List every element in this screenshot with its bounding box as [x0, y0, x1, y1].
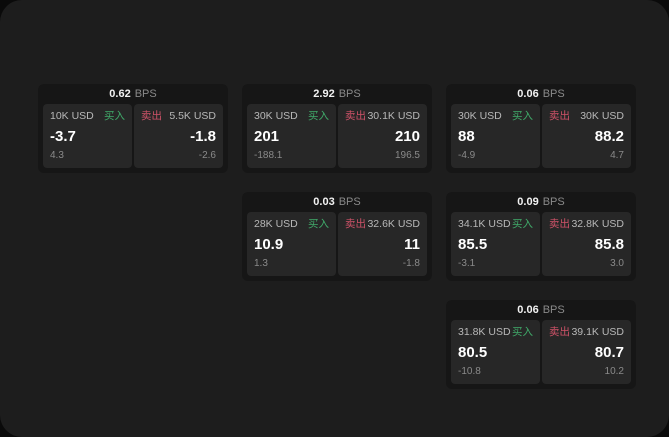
sell-quote-panel[interactable]: 卖出 32.6K USD 11 -1.8 [338, 212, 427, 276]
spread-unit: BPS [134, 88, 157, 100]
buy-price: 80.5 [458, 343, 488, 361]
sell-price: -1.8 [190, 127, 216, 145]
sell-price: 210 [394, 127, 420, 145]
buy-notional: 34.1K USD [458, 218, 511, 230]
buy-delta: -10.8 [458, 366, 481, 377]
buy-quote-panel[interactable]: 10K USD 买入 -3.7 4.3 [43, 104, 132, 168]
buy-quote-panel[interactable]: 30K USD 买入 88 -4.9 [451, 104, 540, 168]
buy-side-label: 买入 [512, 110, 533, 122]
sell-notional: 5.5K USD [169, 110, 216, 122]
sell-notional: 32.6K USD [367, 218, 420, 230]
sell-side-label: 卖出 [345, 218, 366, 230]
spread-header: 0.62 BPS [43, 84, 223, 104]
quote-card-5: 0.09 BPS 34.1K USD 买入 85.5 -3.1 卖出 32.8K… [446, 192, 636, 281]
buy-notional: 30K USD [254, 110, 298, 122]
sell-price: 88.2 [594, 127, 624, 145]
sell-notional: 39.1K USD [571, 326, 624, 338]
sell-delta: 4.7 [610, 150, 624, 161]
buy-notional: 31.8K USD [458, 326, 511, 338]
buy-delta: -3.1 [458, 258, 476, 269]
sell-delta: 3.0 [610, 258, 624, 269]
spread-header: 0.06 BPS [451, 300, 631, 320]
sell-notional: 32.8K USD [571, 218, 624, 230]
spread-header: 0.09 BPS [451, 192, 631, 212]
buy-quote-panel[interactable]: 30K USD 买入 201 -188.1 [247, 104, 336, 168]
buy-side-label: 买入 [104, 110, 125, 122]
spread-header: 2.92 BPS [247, 84, 427, 104]
buy-price: 85.5 [458, 235, 488, 253]
buy-side-label: 买入 [512, 218, 533, 230]
buy-quote-panel[interactable]: 28K USD 买入 10.9 1.3 [247, 212, 336, 276]
quote-card-3: 0.06 BPS 30K USD 买入 88 -4.9 卖出 30K USD [446, 84, 636, 173]
sell-quote-panel[interactable]: 卖出 5.5K USD -1.8 -2.6 [134, 104, 223, 168]
buy-side-label: 买入 [308, 218, 329, 230]
spread-value: 0.06 [517, 304, 539, 316]
spread-unit: BPS [338, 88, 361, 100]
spread-header: 0.06 BPS [451, 84, 631, 104]
buy-notional: 10K USD [50, 110, 94, 122]
sell-quote-panel[interactable]: 卖出 39.1K USD 80.7 10.2 [542, 320, 631, 384]
sell-price: 85.8 [594, 235, 624, 253]
sell-notional: 30.1K USD [367, 110, 420, 122]
sell-quote-panel[interactable]: 卖出 30K USD 88.2 4.7 [542, 104, 631, 168]
quote-card-4: 0.03 BPS 28K USD 买入 10.9 1.3 卖出 32.6K US… [242, 192, 432, 281]
quote-grid: 0.62 BPS 10K USD 买入 -3.7 4.3 卖出 5.5K USD [38, 84, 636, 389]
spread-value: 2.92 [313, 88, 335, 100]
buy-quote-panel[interactable]: 31.8K USD 买入 80.5 -10.8 [451, 320, 540, 384]
buy-notional: 30K USD [458, 110, 502, 122]
buy-delta: -188.1 [254, 150, 283, 161]
sell-delta: 196.5 [394, 150, 420, 161]
buy-side-label: 买入 [512, 326, 533, 338]
sell-delta: 10.2 [604, 366, 624, 377]
sell-delta: -2.6 [198, 150, 216, 161]
buy-price: 88 [458, 127, 475, 145]
buy-delta: 4.3 [50, 150, 64, 161]
sell-side-label: 卖出 [549, 326, 570, 338]
sell-price: 80.7 [594, 343, 624, 361]
buy-price: 10.9 [254, 235, 284, 253]
spread-header: 0.03 BPS [247, 192, 427, 212]
sell-price: 11 [404, 235, 420, 253]
sell-side-label: 卖出 [549, 110, 570, 122]
sell-side-label: 卖出 [549, 218, 570, 230]
spread-value: 0.09 [517, 196, 539, 208]
buy-price: 201 [254, 127, 280, 145]
spread-unit: BPS [542, 196, 565, 208]
buy-quote-panel[interactable]: 34.1K USD 买入 85.5 -3.1 [451, 212, 540, 276]
spread-value: 0.03 [313, 196, 335, 208]
sell-notional: 30K USD [580, 110, 624, 122]
buy-side-label: 买入 [308, 110, 329, 122]
spread-value: 0.62 [109, 88, 131, 100]
quote-card-1: 0.62 BPS 10K USD 买入 -3.7 4.3 卖出 5.5K USD [38, 84, 228, 173]
sell-delta: -1.8 [402, 258, 420, 269]
sell-side-label: 卖出 [345, 110, 366, 122]
buy-notional: 28K USD [254, 218, 298, 230]
spread-unit: BPS [338, 196, 361, 208]
buy-delta: 1.3 [254, 258, 268, 269]
spread-value: 0.06 [517, 88, 539, 100]
sell-quote-panel[interactable]: 卖出 32.8K USD 85.8 3.0 [542, 212, 631, 276]
buy-delta: -4.9 [458, 150, 476, 161]
spread-unit: BPS [542, 88, 565, 100]
sell-quote-panel[interactable]: 卖出 30.1K USD 210 196.5 [338, 104, 427, 168]
sell-side-label: 卖出 [141, 110, 162, 122]
quote-card-2: 2.92 BPS 30K USD 买入 201 -188.1 卖出 30.1K … [242, 84, 432, 173]
quote-card-6: 0.06 BPS 31.8K USD 买入 80.5 -10.8 卖出 39.1… [446, 300, 636, 389]
buy-price: -3.7 [50, 127, 76, 145]
spread-unit: BPS [542, 304, 565, 316]
